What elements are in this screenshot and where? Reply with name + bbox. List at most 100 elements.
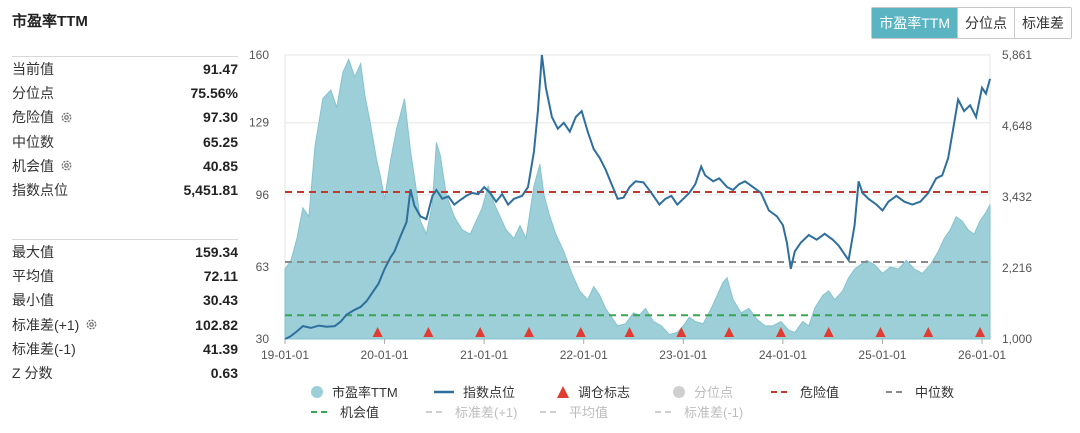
y-left-tick-label: 63 [256,260,270,274]
y-left-tick-label: 160 [249,48,269,62]
pe-chart: 160 129 96 63 30 5,861 4,648 3,432 2,216 1,000 19-… [249,48,1032,362]
stat-label-text: 最小值 [12,292,54,309]
rebalance-marker [724,327,735,337]
summary-stat-row: 标准差(+1) 102.82 [12,313,238,337]
stat-label-text: 中位数 [12,133,54,150]
tab-pe-ttm[interactable]: 市盈率TTM [872,8,957,38]
rebalance-marker [775,327,786,337]
x-tick-label: 25-01-01 [858,348,906,362]
legend-label: 分位点 [694,385,734,400]
stat-row: 当前值 91.47 [12,57,238,81]
stats-panel-current: 当前值 91.47 分位点 75.56% 危险值 97.30 中位数 65.25 机会值 40.8… [12,56,238,202]
stat-label: 最大值 [12,242,54,262]
stat-value: 91.47 [202,61,238,78]
stat-label: 机会值 [12,156,73,176]
legend-dash-icon [771,390,791,393]
summary-stat-row: 最小值 30.43 [12,288,238,312]
legend-item[interactable]: 标准差(+1) [425,402,517,421]
legend-item[interactable]: 指数点位 [433,382,515,401]
legend-label: 指数点位 [463,385,516,400]
stat-label-text: 平均值 [12,268,54,285]
x-tick-label: 26-01-01 [958,348,1006,362]
x-tick-label: 22-01-01 [560,348,608,362]
gear-icon[interactable] [85,318,98,331]
stat-label-text: 当前值 [12,61,54,78]
stat-label-text: Z 分数 [12,365,53,382]
stat-label-text: 标准差(+1) [12,316,80,333]
stat-label: 中位数 [12,132,54,152]
legend-label: 机会值 [340,405,380,420]
rebalance-marker [475,327,486,337]
legend-label: 市盈率TTM [332,385,398,400]
y-right-tick-label: 2,216 [1002,261,1032,275]
y-right-tick-label: 4,648 [1002,119,1032,133]
view-tabs: 市盈率TTM 分位点 标准差 [871,7,1072,39]
y-left-tick-label: 96 [256,188,270,202]
tab-std-dev[interactable]: 标准差 [1014,8,1071,38]
rebalance-marker [624,327,635,337]
pe-ttm-area [284,58,991,340]
stat-row: 机会值 40.85 [12,154,238,178]
stat-value: 5,451.81 [183,182,239,199]
legend-item[interactable]: 市盈率TTM [310,382,398,401]
legend-label: 平均值 [569,405,609,420]
legend-label: 标准差(-1) [684,405,744,420]
stat-label: Z 分数 [12,363,52,383]
stat-row: 指数点位 5,451.81 [12,178,238,202]
stats-panel-summary: 最大值 159.34 平均值 72.11 最小值 30.43 标准差(+1) 102.82 标准… [12,239,238,385]
stat-value: 159.34 [195,244,238,261]
stat-label: 分位点 [12,83,54,103]
legend-label: 标准差(+1) [455,405,518,420]
legend-item[interactable]: 平均值 [539,402,608,421]
stat-label-text: 机会值 [12,157,54,174]
legend-item[interactable]: 分位点 [672,382,733,401]
rebalance-marker [823,327,834,337]
legend-item[interactable]: 标准差(-1) [654,402,743,421]
stat-row: 危险值 97.30 [12,105,238,129]
stat-label-text: 标准差(-1) [12,340,76,357]
legend-dash-icon [655,410,675,413]
legend-item[interactable]: 调仓标志 [556,382,630,401]
legend-label: 调仓标志 [578,385,631,400]
summary-stat-row: Z 分数 0.63 [12,361,238,385]
legend-label: 中位数 [915,385,955,400]
gear-icon[interactable] [60,111,73,124]
y-right-tick-label: 5,861 [1002,48,1032,62]
gear-icon[interactable] [60,159,73,172]
legend-circle-icon [673,385,685,398]
x-tick-label: 24-01-01 [759,348,807,362]
index-line [284,54,991,340]
y-left-tick-label: 129 [249,116,269,130]
y-left-tick-label: 30 [256,332,270,346]
legend-item[interactable]: 中位数 [885,382,954,401]
rebalance-marker [523,327,534,337]
legend-triangle-icon [557,385,569,398]
legend-item[interactable]: 机会值 [310,402,379,421]
legend-item[interactable]: 危险值 [770,382,839,401]
stat-label: 当前值 [12,59,54,79]
tab-percentile[interactable]: 分位点 [957,8,1014,38]
rebalance-marker [423,327,434,337]
stat-value: 41.39 [202,340,238,357]
stat-value: 0.63 [210,365,238,382]
summary-stat-row: 标准差(-1) 41.39 [12,337,238,361]
stat-label: 指数点位 [12,180,68,200]
x-tick-label: 23-01-01 [659,348,707,362]
summary-stat-row: 平均值 72.11 [12,264,238,288]
stat-row: 中位数 65.25 [12,130,238,154]
rebalance-marker [372,327,383,337]
stat-value: 102.82 [195,316,238,333]
y-right-tick-label: 3,432 [1002,190,1032,204]
legend-dash-icon [426,410,446,413]
stat-label: 标准差(-1) [12,339,76,359]
legend-dash-icon [886,390,906,393]
stat-value: 30.43 [202,292,238,309]
x-tick-label: 20-01-01 [361,348,409,362]
rebalance-marker [923,327,934,337]
stat-label-text: 危险值 [12,109,54,126]
rebalance-marker [975,327,986,337]
stat-label: 危险值 [12,107,73,127]
stat-value: 97.30 [202,109,238,126]
stat-label-text: 指数点位 [12,182,68,199]
legend-label: 危险值 [800,385,840,400]
